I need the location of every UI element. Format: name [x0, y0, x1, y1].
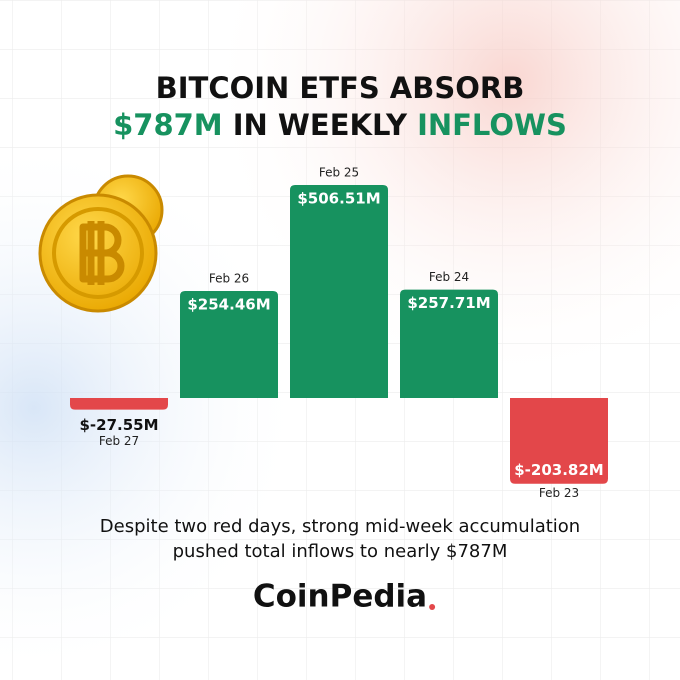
title-part: $787M: [113, 108, 223, 142]
caption-line: Despite two red days, strong mid-week ac…: [100, 516, 580, 537]
caption: Despite two red days, strong mid-week ac…: [100, 516, 580, 562]
bar: [180, 290, 278, 398]
value-label: $254.46M: [187, 295, 270, 313]
x-label: Feb 24: [429, 270, 469, 284]
x-label: Feb 26: [209, 271, 249, 285]
title: BITCOIN ETFS ABSORB$787M IN WEEKLY INFLO…: [113, 71, 567, 142]
title-line: $787M IN WEEKLY INFLOWS: [113, 108, 567, 142]
title-part: IN WEEKLY: [223, 108, 417, 142]
brand-dot: [429, 604, 436, 610]
caption-line: pushed total inflows to nearly $787M: [173, 541, 508, 562]
brand: CoinPedia: [253, 579, 427, 615]
coins: [38, 174, 164, 313]
title-part: BITCOIN ETFS ABSORB: [156, 71, 525, 105]
bar: [510, 398, 608, 484]
value-label: $506.51M: [297, 190, 380, 208]
x-label: Feb 27: [99, 434, 139, 448]
x-label: Feb 23: [539, 486, 579, 500]
title-line: BITCOIN ETFS ABSORB: [156, 71, 525, 105]
x-label: Feb 25: [319, 166, 359, 180]
value-label: $-27.55M: [79, 416, 158, 434]
title-part: INFLOWS: [417, 108, 567, 142]
value-label: $-203.82M: [514, 461, 603, 479]
bar: [290, 185, 388, 398]
bar: [400, 289, 498, 398]
bar: [70, 398, 168, 410]
value-label: $257.71M: [407, 294, 490, 312]
